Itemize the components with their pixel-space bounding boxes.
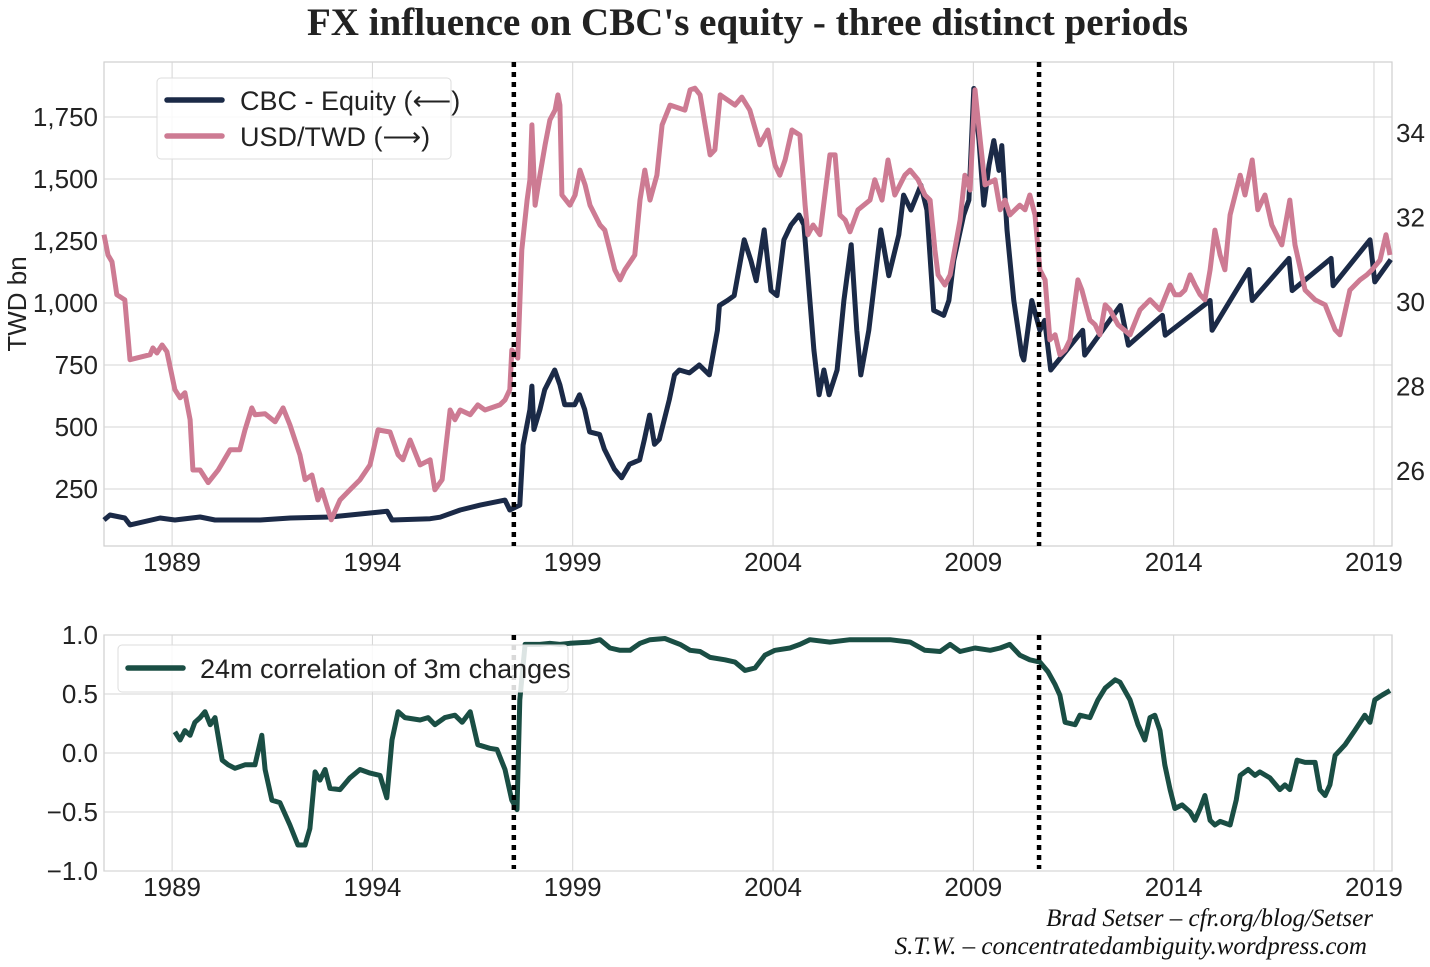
top-y-tick-label: 1,250 [33,226,98,256]
bottom-y-tick-label: 1.0 [62,620,98,650]
credit-line-1: Brad Setser – cfr.org/blog/Setser [1046,905,1373,932]
bottom-x-tick-label: 2019 [1345,872,1403,902]
bottom-y-tick-label: 0.0 [62,738,98,768]
top-y2-tick-label: 26 [1396,456,1425,486]
legend-label: 24m correlation of 3m changes [200,654,571,684]
top-y-tick-label: 250 [55,474,98,504]
bottom-legend: 24m correlation of 3m changes [117,644,571,693]
bottom-x-tick-label: 1999 [544,872,602,902]
top-x-tick-label: 1994 [343,547,401,577]
chart-title: FX influence on CBC's equity - three dis… [306,1,1189,44]
top-y2-tick-label: 34 [1396,118,1425,148]
bottom-panel: 1989 1994 1999 2004 2009 2014 2019 −1.0 −0.5 0.0 0… [47,620,1403,902]
top-series-line-usd-twd [101,85,1393,523]
bottom-x-tick-label: 1994 [343,872,401,902]
top-legend: CBC - Equity (⟵) USD/TWD (⟶) [156,77,460,160]
bottom-y-tick-label: −0.5 [47,797,98,827]
top-y-tick-label: 1,750 [33,102,98,132]
top-y2-tick-label: 28 [1396,371,1425,401]
top-x-tick-label: 2019 [1345,547,1403,577]
legend-label: CBC - Equity (⟵) [240,86,460,116]
top-x-tick-label: 2004 [744,547,802,577]
top-y2-tick-label: 32 [1396,202,1425,232]
credit-line-2: S.T.W. – concentratedambiguity.wordpress… [894,933,1367,960]
top-x-tick-label: 2009 [944,547,1002,577]
top-y-tick-label: 500 [55,412,98,442]
bottom-y-tick-label: −1.0 [47,856,98,886]
bottom-x-tick-label: 2009 [944,872,1002,902]
y-axis-label: TWD bn [2,256,32,351]
bottom-x-tick-label: 2004 [744,872,802,902]
top-y-tick-label: 1,500 [33,164,98,194]
bottom-series-line-correlation [172,636,1392,848]
top-x-tick-label: 2014 [1145,547,1203,577]
bottom-x-tick-label: 2014 [1145,872,1203,902]
legend-box [156,77,452,160]
top-y2-tick-label: 30 [1396,287,1425,317]
legend-box [117,644,569,693]
bottom-y-tick-label: 0.5 [62,679,98,709]
top-x-tick-label: 1989 [143,547,201,577]
top-panel: 1989 1994 1999 2004 2009 2014 2019 250 500 750 1,0… [2,61,1425,577]
top-y-tick-label: 750 [55,350,98,380]
legend-label: USD/TWD (⟶) [240,122,430,152]
top-y-tick-label: 1,000 [33,288,98,318]
bottom-x-tick-label: 1989 [143,872,201,902]
top-series-line-cbc-equity [102,86,1393,528]
top-x-tick-label: 1999 [544,547,602,577]
